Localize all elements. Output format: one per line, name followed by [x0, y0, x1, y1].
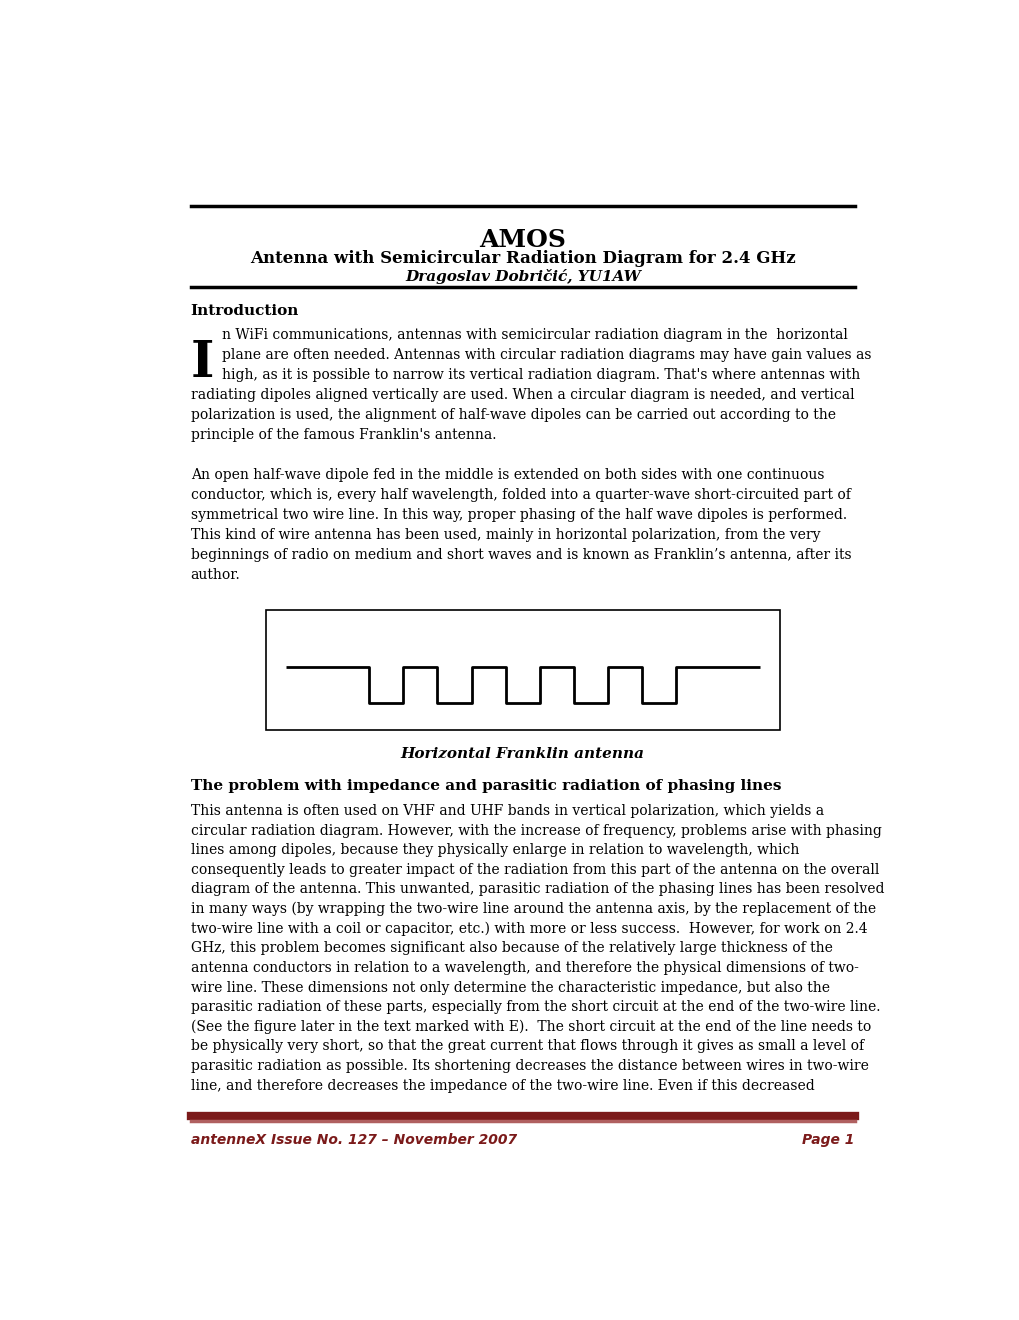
Text: parasitic radiation of these parts, especially from the short circuit at the end: parasitic radiation of these parts, espe… [191, 1001, 879, 1014]
Text: Introduction: Introduction [191, 304, 299, 318]
Bar [266, 610, 779, 730]
Text: AMOS: AMOS [479, 227, 566, 252]
Text: beginnings of radio on medium and short waves and is known as Franklin’s antenna: beginnings of radio on medium and short … [191, 548, 851, 562]
Text: wire line. These dimensions not only determine the characteristic impedance, but: wire line. These dimensions not only det… [191, 981, 828, 994]
Text: antenna conductors in relation to a wavelength, and therefore the physical dimen: antenna conductors in relation to a wave… [191, 961, 858, 975]
Text: be physically very short, so that the great current that flows through it gives : be physically very short, so that the gr… [191, 1039, 863, 1053]
Text: circular radiation diagram. However, with the increase of frequency, problems ar: circular radiation diagram. However, wit… [191, 824, 880, 838]
Text: radiating dipoles aligned vertically are used. When a circular diagram is needed: radiating dipoles aligned vertically are… [191, 388, 854, 401]
Text: plane are often needed. Antennas with circular radiation diagrams may have gain : plane are often needed. Antennas with ci… [222, 348, 871, 362]
Text: conductor, which is, every half wavelength, folded into a quarter-wave short-cir: conductor, which is, every half waveleng… [191, 488, 850, 502]
Text: n WiFi communications, antennas with semicircular radiation diagram in the  hori: n WiFi communications, antennas with sem… [222, 329, 848, 342]
Text: antenneX Issue No. 127 – November 2007: antenneX Issue No. 127 – November 2007 [191, 1133, 517, 1147]
Text: in many ways (by wrapping the two-wire line around the antenna axis, by the repl: in many ways (by wrapping the two-wire l… [191, 902, 875, 916]
Text: The problem with impedance and parasitic radiation of phasing lines: The problem with impedance and parasitic… [191, 779, 781, 792]
Text: (See the figure later in the text marked with E).  The short circuit at the end : (See the figure later in the text marked… [191, 1020, 870, 1034]
Text: Horizontal Franklin antenna: Horizontal Franklin antenna [400, 747, 644, 762]
Text: principle of the famous Franklin's antenna.: principle of the famous Franklin's anten… [191, 428, 496, 442]
Text: polarization is used, the alignment of half-wave dipoles can be carried out acco: polarization is used, the alignment of h… [191, 408, 835, 422]
Text: author.: author. [191, 568, 240, 582]
Text: GHz, this problem becomes significant also because of the relatively large thick: GHz, this problem becomes significant al… [191, 941, 832, 956]
Text: symmetrical two wire line. In this way, proper phasing of the half wave dipoles : symmetrical two wire line. In this way, … [191, 508, 846, 521]
Text: lines among dipoles, because they physically enlarge in relation to wavelength, : lines among dipoles, because they physic… [191, 843, 798, 857]
Text: diagram of the antenna. This unwanted, parasitic radiation of the phasing lines : diagram of the antenna. This unwanted, p… [191, 883, 883, 896]
Text: high, as it is possible to narrow its vertical radiation diagram. That's where a: high, as it is possible to narrow its ve… [222, 368, 860, 381]
Text: This kind of wire antenna has been used, mainly in horizontal polarization, from: This kind of wire antenna has been used,… [191, 528, 819, 541]
Text: This antenna is often used on VHF and UHF bands in vertical polarization, which : This antenna is often used on VHF and UH… [191, 804, 823, 818]
Text: Page 1: Page 1 [802, 1133, 854, 1147]
Text: parasitic radiation as possible. Its shortening decreases the distance between w: parasitic radiation as possible. Its sho… [191, 1059, 868, 1073]
Text: Dragoslav Dobričić, YU1AW: Dragoslav Dobričić, YU1AW [405, 269, 640, 284]
Text: consequently leads to greater impact of the radiation from this part of the ante: consequently leads to greater impact of … [191, 863, 878, 876]
Text: I: I [191, 339, 214, 388]
Text: two-wire line with a coil or capacitor, etc.) with more or less success.  Howeve: two-wire line with a coil or capacitor, … [191, 921, 866, 936]
Text: An open half-wave dipole fed in the middle is extended on both sides with one co: An open half-wave dipole fed in the midd… [191, 469, 823, 482]
Text: Antenna with Semicircular Radiation Diagram for 2.4 GHz: Antenna with Semicircular Radiation Diag… [250, 249, 795, 267]
Text: line, and therefore decreases the impedance of the two-wire line. Even if this d: line, and therefore decreases the impeda… [191, 1078, 814, 1093]
